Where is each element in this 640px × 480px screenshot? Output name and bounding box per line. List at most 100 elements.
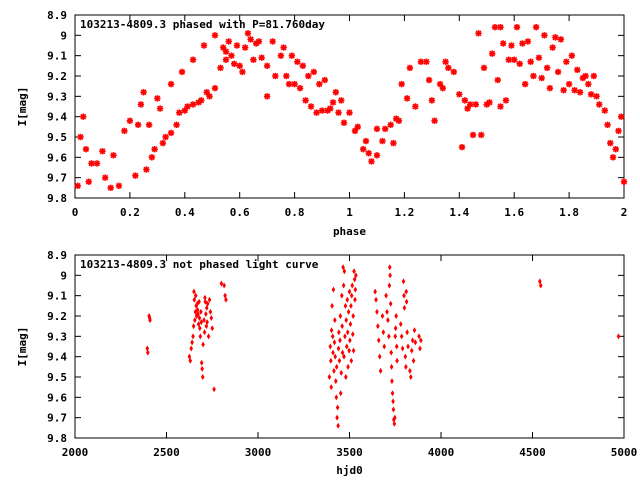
data-point [195,306,200,313]
data-point [609,154,617,161]
data-point [316,80,323,88]
data-point [335,414,339,421]
data-point [210,325,215,332]
data-point [516,60,523,67]
data-point [491,24,499,31]
data-point [272,72,279,80]
data-point [146,349,150,356]
data-point [247,36,254,43]
data-point [362,137,370,145]
x-tick-label: 5000 [611,446,638,459]
data-point [197,298,201,305]
data-point [439,85,447,92]
data-point [222,282,226,289]
data-point [418,345,422,352]
data-point [340,349,345,356]
data-point [394,313,398,319]
data-point [211,32,219,39]
data-point [345,329,350,336]
data-point [590,72,598,80]
data-point [549,44,556,51]
y-tick-label: 9 [60,29,67,42]
data-point [224,296,228,303]
data-point [403,353,408,360]
data-point [225,38,232,45]
data-point [202,329,207,336]
data-point [294,58,301,65]
data-point [489,50,496,57]
data-point [351,347,356,354]
data-point [406,343,410,350]
data-point [206,333,211,340]
x-tick-label: 0 [72,206,79,219]
data-point [349,357,354,364]
data-points [74,24,628,192]
data-point [458,143,466,151]
data-point [607,139,614,147]
data-point [472,101,479,108]
data-point [201,341,205,348]
data-point [74,182,81,189]
data-point [618,113,625,120]
data-point [330,333,335,340]
data-point [352,268,356,275]
data-point [389,349,394,356]
data-point [554,68,562,76]
data-point [450,68,458,76]
data-point [365,150,372,157]
data-point [353,286,358,293]
y-tick-label: 9.6 [47,391,67,404]
data-point [335,404,340,411]
data-point [340,119,348,126]
data-point [176,109,183,116]
chart-title: 103213-4809.3 not phased light curve [80,258,319,271]
data-point [387,282,392,289]
data-point [154,95,161,102]
data-point [387,333,391,340]
data-point [219,280,224,287]
data-point [327,374,332,380]
data-point [255,38,263,45]
data-point [538,74,545,82]
data-point [329,384,333,391]
data-point [461,97,468,104]
data-point [205,319,209,326]
data-point [402,304,407,311]
data-point [475,30,482,37]
data-point [145,121,153,128]
data-point [400,345,405,352]
y-tick-label: 9.4 [47,351,67,364]
data-point [200,42,208,49]
data-point [198,325,202,332]
data-point [478,131,485,139]
data-point [467,101,474,108]
data-point [387,264,392,271]
data-point [82,146,90,153]
data-point [413,339,418,346]
data-point [339,369,344,376]
data-point [349,292,354,299]
data-point [511,56,518,63]
data-point [486,99,493,106]
data-point [417,58,425,65]
data-point [343,302,348,309]
data-point [398,321,403,328]
data-point [535,54,543,61]
data-point [497,24,504,31]
data-point [338,390,343,397]
data-point [189,345,194,352]
y-axis-ticks: 8.9 9 9.1 9.2 9.3 9.4 9.5 9.6 9.7 9.8 [47,249,624,445]
data-point [217,64,224,72]
data-point [408,367,412,374]
y-tick-label: 9.7 [47,172,67,185]
data-point [398,80,405,88]
data-point [377,353,382,360]
data-point [332,339,337,346]
data-point [404,288,409,295]
data-point [391,406,396,413]
data-point [200,374,205,380]
data-point [353,296,357,303]
data-point [222,48,230,55]
data-point [565,80,573,88]
data-point [338,313,343,319]
